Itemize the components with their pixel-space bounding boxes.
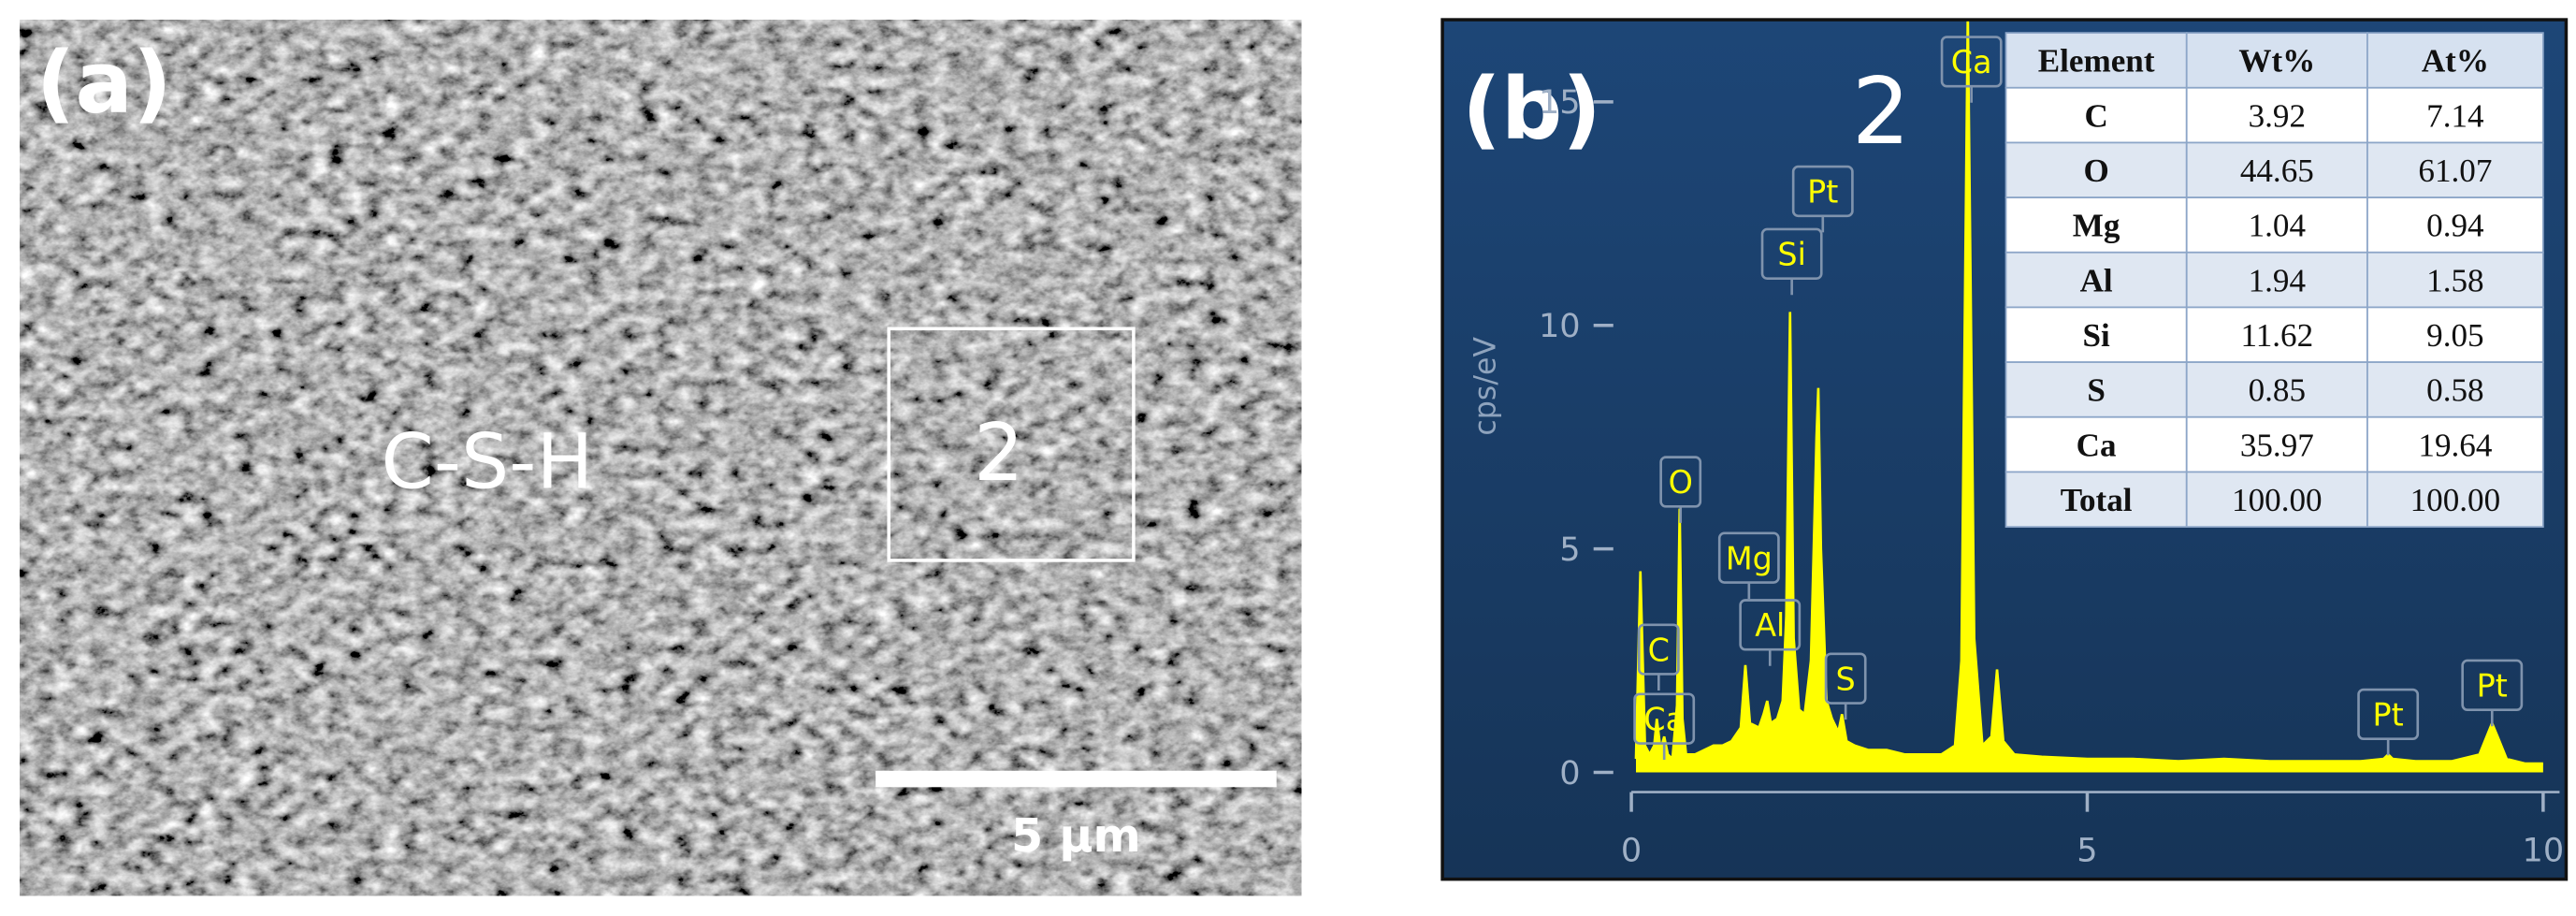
scale-bar [876,770,1277,788]
peak-label: Pt [2477,668,2508,705]
sem-panel: (a) C-S-H 2 5 µm [20,20,1302,896]
table-text: C [2084,97,2107,134]
sem-texture [20,20,1302,896]
panel-label: (b) [1462,59,1601,159]
phase-label: C-S-H [381,419,593,507]
table-text: 19.64 [2418,427,2492,463]
table-header: Wt% [2238,43,2315,80]
table-cell [2004,141,2188,198]
table-cell [2366,86,2544,144]
table-text: 44.65 [2240,153,2314,189]
peak-label-box [2461,659,2524,711]
peak-label: Mg [1726,540,1773,576]
table-text: 0.94 [2426,208,2483,244]
spot-label: 2 [1852,59,1911,166]
table-text: 1.94 [2249,262,2306,298]
table-text: 1.04 [2249,208,2306,244]
panel-label: (a) [36,32,172,132]
table-cell [2366,141,2544,198]
table-text: Mg [2073,208,2120,244]
table-text: 7.14 [2426,97,2483,134]
table-text: S [2087,372,2106,409]
peak-label: Ca [1951,44,1992,80]
table-text: Al [2080,262,2113,298]
spot-label: 2 [974,407,1024,499]
table-cell [2004,86,2188,144]
table-cell [2185,306,2368,363]
y-tick-label: 10 [1539,307,1581,345]
y-tick-label: 5 [1559,531,1580,569]
peak-label-box [1791,165,1854,218]
peak-label-box [1717,531,1780,584]
spot-box [887,327,1136,562]
peak-label: Pt [1807,174,1838,211]
peak-label-box [1633,692,1696,745]
peak-label: Ca [1643,701,1685,737]
table-text: 100.00 [2232,482,2323,518]
table-cell [2185,415,2368,473]
table-text: 0.58 [2426,372,2483,409]
table-cell [2004,415,2188,473]
table-cell [2366,415,2544,473]
table-cell [2185,471,2368,528]
table-cell [2366,471,2544,528]
table-text: 11.62 [2240,317,2313,354]
y-axis-label: cps/eV [1469,337,1502,436]
table-cell [2366,306,2544,363]
y-tick-label: 0 [1559,754,1580,792]
table-text: Si [2082,317,2110,354]
table-text: 35.97 [2240,427,2314,463]
table-cell [2366,361,2544,418]
peak-label-box [1824,652,1867,705]
peak-label: S [1836,661,1856,697]
table-text: 61.07 [2418,153,2492,189]
peak-label: O [1669,464,1693,501]
peak-label-box [1659,456,1702,508]
table-header-cell [2185,32,2368,89]
peak-label: C [1648,632,1670,668]
peak-label: Al [1755,607,1785,644]
table-header-cell [2366,32,2544,89]
table-text: Ca [2077,427,2117,463]
scale-bar-label: 5 µm [1011,808,1141,863]
table-header-cell [2004,32,2188,89]
table-cell [2004,306,2188,363]
table-header: Element [2038,43,2155,80]
table-cell [2366,196,2544,254]
peak-label-box [1760,227,1823,280]
table-header: At% [2422,43,2489,80]
table-text: 100.00 [2410,482,2501,518]
eds-chart: (b) 2 cps/eV 0 5 10051015CCaOMgAlSiPtSCaPt… [1462,21,2565,869]
x-tick-label: 0 [1621,831,1642,869]
composition-table: Element Wt% At% C 3.92 7.14 O 44.65 61.07 Mg 1.04 0… [2004,32,2544,528]
y-tick-label: 15 [1539,83,1581,122]
x-tick-label: 5 [2077,831,2097,869]
table-text: O [2083,153,2108,189]
table-cell [2004,361,2188,418]
table-cell [2004,251,2188,309]
peak-label: Pt [2373,697,2404,734]
table-cell [2185,141,2368,198]
peak-label-box [1940,36,2003,88]
table-text: 3.92 [2249,97,2306,134]
table-cell [2004,471,2188,528]
peak-label-box [1637,623,1680,676]
table-text: 9.05 [2426,317,2483,354]
peak-label-box [1739,599,1802,651]
x-tick-label: 10 [2523,831,2565,869]
table-text: 1.58 [2426,262,2483,298]
table-text: 0.85 [2249,372,2306,409]
peak-label-box [2357,688,2420,741]
table-text: Total [2061,482,2133,518]
peak-label: Si [1777,237,1805,273]
